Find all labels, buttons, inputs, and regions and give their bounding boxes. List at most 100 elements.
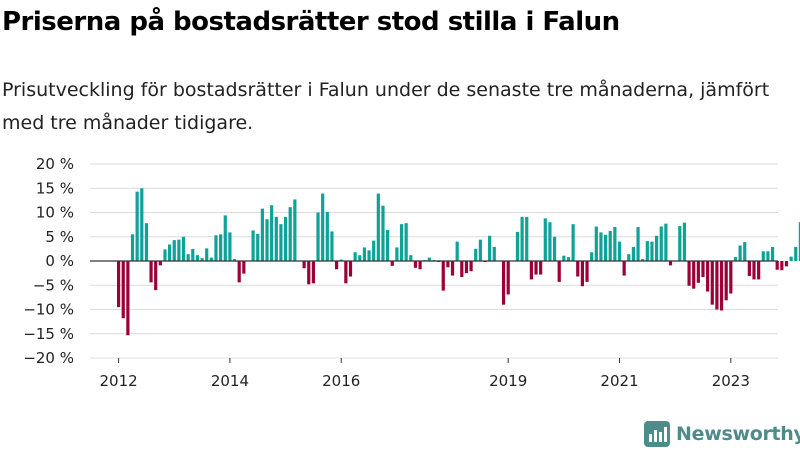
bar	[729, 261, 733, 294]
bar	[158, 261, 162, 266]
x-tick-label: 2016	[322, 372, 360, 390]
y-tick-label: 10 %	[36, 204, 74, 222]
bar	[362, 247, 367, 261]
bar	[130, 234, 135, 261]
bar	[590, 252, 594, 261]
bar	[418, 261, 422, 270]
bar	[283, 216, 288, 261]
bar	[181, 236, 186, 261]
bar	[668, 261, 673, 266]
bar	[186, 254, 190, 261]
bar	[520, 216, 524, 261]
bar	[260, 208, 264, 261]
bar	[279, 224, 283, 261]
bar	[678, 226, 682, 261]
bar	[798, 222, 800, 261]
bar	[135, 191, 139, 261]
bar	[353, 252, 357, 261]
bar	[205, 248, 209, 261]
bar	[149, 261, 153, 283]
bar	[200, 258, 204, 261]
bar	[474, 248, 478, 261]
bar	[219, 234, 223, 261]
bar	[330, 231, 334, 261]
bar	[427, 257, 431, 261]
bar	[692, 261, 696, 289]
bar	[687, 261, 691, 286]
bar	[719, 261, 724, 311]
bar	[348, 261, 353, 277]
bar	[358, 255, 362, 261]
y-tick-label: 20 %	[36, 155, 74, 173]
bar	[191, 248, 195, 261]
y-tick-label: −20 %	[23, 349, 74, 367]
bar	[539, 261, 543, 275]
bar	[446, 261, 450, 268]
bar	[195, 255, 200, 261]
bar	[534, 261, 538, 275]
bar	[237, 261, 241, 283]
bar	[256, 233, 260, 261]
bar	[733, 257, 738, 261]
bar	[209, 257, 213, 261]
bar	[613, 227, 617, 261]
bar	[770, 246, 775, 261]
bar	[334, 261, 339, 270]
bar	[789, 256, 793, 261]
bar	[784, 261, 789, 267]
bar	[557, 261, 561, 282]
bar-chart-logo-icon	[644, 421, 670, 447]
bar	[585, 261, 589, 282]
x-tick-label: 2014	[211, 372, 249, 390]
bar	[641, 259, 645, 261]
y-tick-label: 15 %	[36, 179, 74, 197]
bar	[307, 261, 311, 285]
bar	[450, 261, 455, 276]
bar	[576, 261, 580, 277]
bar	[738, 245, 742, 261]
bar	[372, 240, 376, 261]
bar	[390, 261, 394, 266]
bar	[701, 261, 705, 278]
bar	[177, 239, 181, 261]
bar	[223, 215, 227, 261]
bar-chart: 20 % 15 % 10 % 5 % 0 % −5 % −10 % −15 % −20 % 201…	[23, 155, 800, 390]
bar	[631, 246, 636, 261]
x-tick-label: 2021	[600, 372, 638, 390]
bar	[492, 246, 496, 261]
bar	[232, 259, 237, 261]
bar	[121, 261, 125, 319]
bar	[529, 261, 533, 280]
bar	[265, 219, 269, 261]
bar	[154, 261, 158, 291]
bar	[548, 222, 552, 261]
bar	[525, 216, 529, 261]
x-tick-label: 2023	[712, 372, 750, 390]
bar	[478, 239, 482, 261]
bar	[775, 261, 779, 270]
bar	[594, 226, 598, 261]
bar	[455, 241, 459, 261]
bar	[386, 229, 390, 261]
bar	[566, 257, 571, 261]
bar	[140, 188, 144, 261]
bar	[724, 261, 728, 301]
y-tick-label: −5 %	[33, 276, 74, 294]
bar	[270, 205, 274, 261]
bar	[780, 261, 784, 271]
bar	[172, 240, 176, 261]
bar	[501, 261, 506, 305]
bar	[288, 207, 292, 261]
bar	[367, 250, 371, 261]
bar	[311, 261, 315, 284]
bar	[168, 244, 172, 261]
bar	[562, 255, 566, 261]
bar	[636, 227, 640, 261]
bar	[622, 261, 626, 276]
bar	[242, 261, 246, 274]
bar	[316, 212, 320, 261]
bar	[515, 231, 520, 261]
bar	[488, 235, 492, 261]
bar	[228, 232, 232, 261]
